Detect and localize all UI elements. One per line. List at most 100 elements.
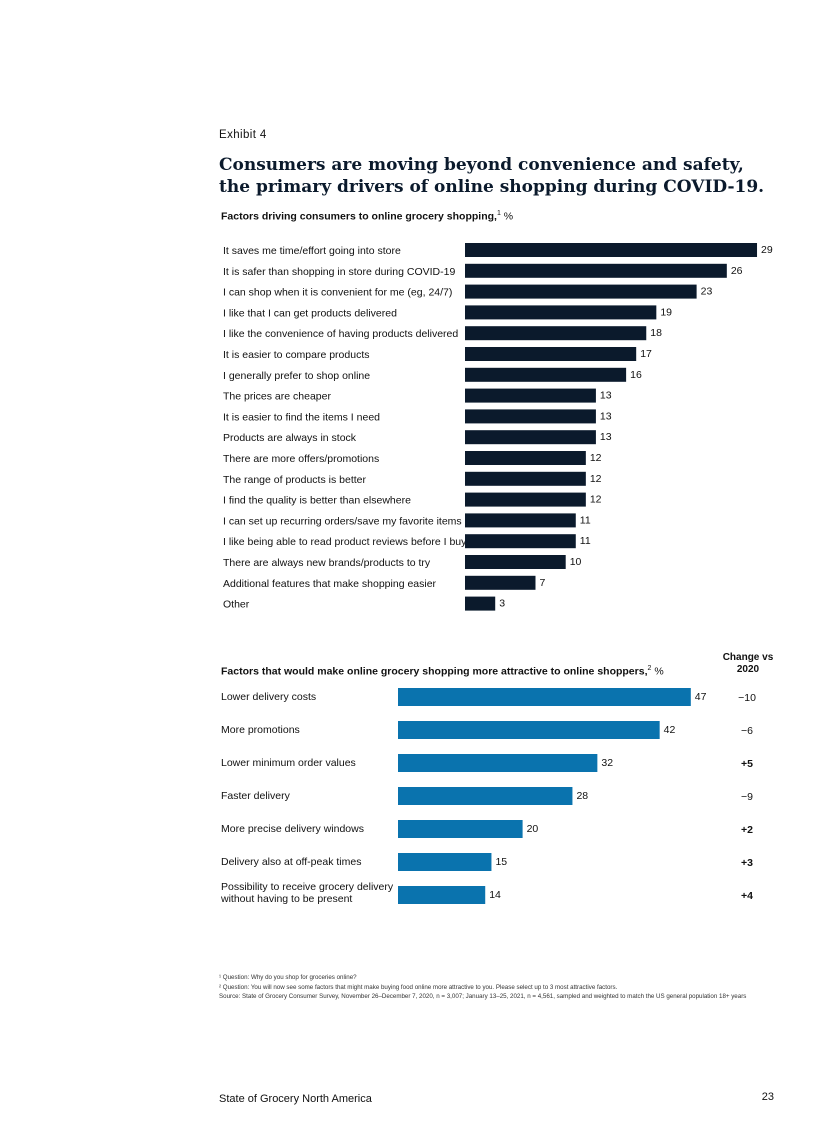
chart1-bar bbox=[465, 555, 566, 569]
chart2-value-label: 15 bbox=[495, 856, 507, 868]
change-header-line-2: 2020 bbox=[736, 664, 760, 675]
chart1-value-label: 12 bbox=[590, 494, 602, 506]
chart1-category-label: The prices are cheaper bbox=[223, 391, 331, 403]
chart2-category-label: More precise delivery windows bbox=[221, 823, 364, 835]
chart1-footnote-mark: 1 bbox=[496, 210, 501, 217]
chart1-subtitle: Factors driving consumers to online groc… bbox=[221, 210, 513, 223]
chart1-value-label: 3 bbox=[499, 598, 505, 610]
chart2-subtitle-text: Factors that would make online grocery s… bbox=[221, 665, 648, 678]
page-title: Consumers are moving beyond convenience … bbox=[219, 155, 765, 197]
chart1-category-label: There are more offers/promotions bbox=[223, 453, 379, 465]
chart1-bar bbox=[465, 596, 496, 611]
change-vs-2020-value: +3 bbox=[741, 857, 753, 869]
change-vs-2020-value: +4 bbox=[741, 890, 753, 902]
chart2-bar bbox=[398, 820, 523, 838]
chart1-value-label: 13 bbox=[600, 390, 612, 402]
change-vs-2020-value: −10 bbox=[738, 692, 756, 704]
footer-publication: State of Grocery North America bbox=[219, 1093, 372, 1105]
chart1-bar bbox=[465, 575, 536, 590]
chart2-bar bbox=[398, 886, 486, 904]
chart2-subtitle: Factors that would make online grocery s… bbox=[221, 665, 664, 678]
chart1-unit: % bbox=[503, 210, 514, 223]
chart1-value-label: 13 bbox=[600, 410, 612, 422]
chart1-bar bbox=[465, 409, 596, 424]
chart1-bar bbox=[465, 243, 758, 257]
chart1-category-label: It is easier to find the items I need bbox=[223, 411, 380, 423]
chart1-value-label: 18 bbox=[650, 327, 662, 339]
chart1-category-label: Additional features that make shopping e… bbox=[223, 578, 437, 590]
chart1-value-label: 29 bbox=[761, 244, 773, 256]
chart1-category-label: I like being able to read product review… bbox=[223, 536, 467, 548]
chart1-value-label: 11 bbox=[580, 535, 591, 547]
chart2-bar bbox=[398, 721, 660, 739]
source-note: Source: State of Grocery Consumer Survey… bbox=[219, 993, 747, 1000]
chart1-bar bbox=[465, 451, 586, 465]
footnote-2: ² Question: You will now see some factor… bbox=[219, 983, 618, 991]
footnote-1: ¹ Question: Why do you shop for grocerie… bbox=[219, 974, 357, 981]
chart1-category-label: It saves me time/effort going into store bbox=[223, 245, 401, 257]
chart2-value-label: 47 bbox=[695, 691, 707, 703]
chart1-value-label: 19 bbox=[660, 306, 672, 318]
chart1-category-label: I can shop when it is convenient for me … bbox=[223, 287, 452, 299]
chart2-bar bbox=[398, 853, 492, 871]
chart1-category-label: It is easier to compare products bbox=[223, 349, 369, 361]
chart1-category-label: I like the convenience of having product… bbox=[223, 328, 458, 340]
chart1-category-label: Other bbox=[223, 599, 250, 611]
footer-page-number: 23 bbox=[761, 1091, 774, 1103]
chart1-category-label: I can set up recurring orders/save my fa… bbox=[223, 515, 462, 527]
chart1-value-label: 11 bbox=[580, 514, 591, 526]
chart1-value-label: 23 bbox=[701, 286, 713, 298]
chart2-category-label: More promotions bbox=[221, 724, 300, 736]
chart1-bar bbox=[465, 430, 596, 445]
chart2-value-label: 42 bbox=[664, 724, 676, 736]
change-vs-2020-value: −6 bbox=[741, 725, 753, 737]
footnotes: ¹ Question: Why do you shop for grocerie… bbox=[219, 973, 779, 1002]
chart2-value-label: 32 bbox=[601, 757, 613, 769]
chart1-bar bbox=[465, 534, 576, 549]
chart2-bar bbox=[398, 688, 691, 706]
chart2-value-label: 20 bbox=[527, 823, 539, 835]
chart1-value-label: 13 bbox=[600, 431, 612, 443]
chart2-category-label: Possibility to receive grocery delivery bbox=[221, 881, 394, 893]
chart2-category-label: Lower minimum order values bbox=[221, 757, 356, 769]
chart2-value-label: 28 bbox=[576, 790, 588, 802]
chart1-bar bbox=[465, 347, 637, 361]
chart1-value-label: 10 bbox=[570, 556, 582, 568]
chart1-value-label: 12 bbox=[590, 473, 602, 485]
chart2-value-label: 14 bbox=[489, 889, 501, 901]
chart1-bar bbox=[465, 305, 657, 320]
chart1-bar bbox=[465, 492, 586, 507]
chart1-value-label: 16 bbox=[630, 369, 642, 381]
chart1-value-label: 12 bbox=[590, 452, 602, 464]
chart2-footnote-mark: 2 bbox=[647, 665, 652, 672]
chart2-category-label: Faster delivery bbox=[221, 790, 291, 802]
change-vs-2020-value: +5 bbox=[741, 758, 753, 770]
change-vs-2020-header: Change vs 2020 bbox=[712, 652, 784, 676]
chart1-category-label: The range of products is better bbox=[223, 474, 366, 486]
chart1-bar bbox=[465, 367, 627, 382]
chart1-bar bbox=[465, 284, 697, 299]
chart1-category-label: Products are always in stock bbox=[223, 432, 357, 444]
chart2-bar bbox=[398, 787, 573, 805]
change-vs-2020-value: +2 bbox=[741, 824, 753, 836]
chart1-category-label: I generally prefer to shop online bbox=[223, 370, 370, 382]
chart1-subtitle-text: Factors driving consumers to online groc… bbox=[221, 210, 497, 223]
chart2-category-label: without having to be present bbox=[220, 893, 352, 905]
chart1-value-label: 17 bbox=[640, 348, 652, 360]
chart1-bar bbox=[465, 326, 647, 341]
change-vs-2020-value: −9 bbox=[741, 791, 753, 803]
chart2-bar bbox=[398, 754, 598, 772]
chart1-bar bbox=[465, 263, 727, 278]
chart1-category-label: There are always new brands/products to … bbox=[223, 557, 431, 569]
chart1-bar bbox=[465, 388, 596, 403]
chart1-value-label: 7 bbox=[539, 577, 545, 589]
chart2-unit: % bbox=[654, 665, 664, 678]
chart1-category-label: I like that I can get products delivered bbox=[223, 307, 397, 319]
chart1-category-label: I find the quality is better than elsewh… bbox=[223, 495, 411, 507]
chart1-bar bbox=[465, 471, 586, 486]
chart1-category-label: It is safer than shopping in store durin… bbox=[223, 266, 455, 278]
exhibit-label: Exhibit 4 bbox=[219, 129, 267, 141]
chart1-bar bbox=[465, 513, 576, 528]
chart1-value-label: 26 bbox=[731, 265, 743, 277]
